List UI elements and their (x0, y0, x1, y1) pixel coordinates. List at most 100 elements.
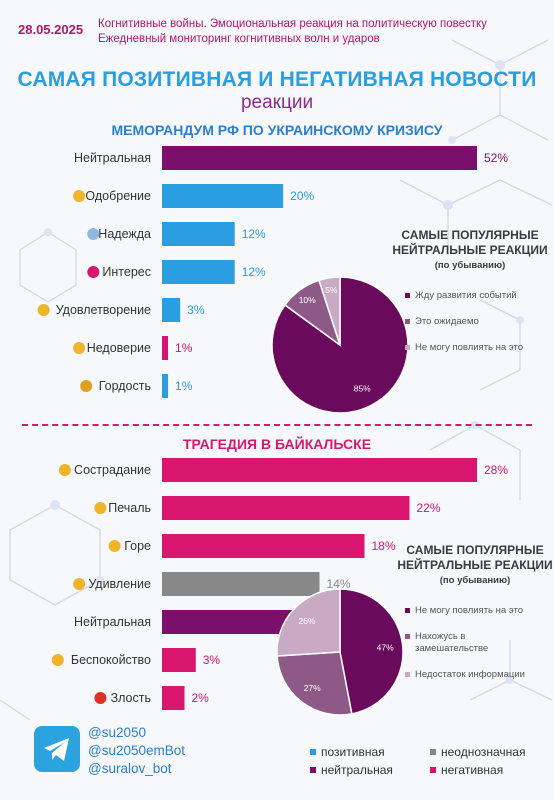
category-label: Недоверие (87, 341, 151, 355)
subtitle-line-2: Ежедневный мониторинг когнитивных волн и… (98, 33, 380, 45)
pie-legend-item: Это ожидаемо (405, 316, 533, 328)
category-label: Нейтральная (74, 615, 151, 629)
pie-legend-item: Жду развития событий (405, 290, 533, 302)
unamused-icon (73, 342, 86, 354)
section-title-baikalsk: ТРАГЕДИЯ В БАЙКАЛЬСКЕ (182, 436, 372, 452)
contact-link[interactable]: @su2050emBot (88, 743, 186, 758)
trophy-icon (80, 380, 93, 392)
heart-hands-icon (73, 190, 86, 202)
astonished-face-icon (73, 578, 86, 590)
legend-swatch (405, 293, 410, 298)
page-title-sub: реакции (240, 92, 314, 113)
legend-swatch (430, 749, 436, 755)
category-label: Одобрение (85, 189, 151, 203)
legend-swatch (405, 319, 410, 324)
bar-5 (162, 336, 169, 360)
pie-subtitle: (по убыванию) (434, 260, 506, 271)
pie-legend-label: Жду развития событий (415, 290, 517, 301)
pie-slice-2 (276, 588, 341, 657)
pie-value-label: 85% (354, 384, 371, 394)
pie-title-text: САМЫЕ ПОПУЛЯРНЫЕ НЕЙТРАЛЬНЫЕ РЕАКЦИИ (392, 228, 548, 257)
category-label: Интерес (102, 265, 151, 279)
value-label: 12% (242, 265, 266, 279)
pie-legend-item: Не могу повлиять на это (405, 342, 533, 354)
contact-link[interactable]: @suralov_bot (88, 761, 172, 776)
pie-legend-baikalsk: Не могу повлиять на это Нахожусь в замеша… (405, 605, 533, 695)
pie-subtitle: (по убыванию) (439, 575, 511, 586)
bar-2 (162, 534, 365, 558)
value-label: 20% (290, 189, 314, 203)
pie-legend-item: Не могу повлиять на это (405, 605, 533, 617)
legend-swatch (405, 634, 410, 639)
value-label: 3% (203, 653, 221, 667)
legend-swatch (430, 767, 436, 773)
legend-swatch (310, 749, 316, 755)
telegram-icon[interactable] (34, 726, 80, 772)
question-exclamation-icon (87, 266, 100, 278)
telegram-plane-icon (44, 738, 69, 761)
pie-legend-memorandum: Жду развития событий Это ожидаемо Не могу … (405, 290, 533, 368)
pie-title-baikalsk: САМЫЕ ПОПУЛЯРНЫЕ НЕЙТРАЛЬНЫЕ РЕАКЦИИ (по… (390, 543, 554, 588)
legend-negative: негативная (430, 763, 550, 777)
crying-face-icon (108, 540, 121, 552)
smile-icon (37, 304, 50, 316)
category-label: Печаль (108, 501, 151, 515)
legend-swatch (310, 767, 316, 773)
grimace-face-icon (51, 654, 64, 666)
legend-label: нейтральная (321, 763, 393, 777)
category-label: Надежда (98, 227, 151, 241)
praying-hands-icon (87, 228, 100, 240)
subtitle-line-1: Когнитивные войны. Эмоциональная реакция… (98, 18, 487, 30)
pie-legend-label: Не могу повлиять на это (415, 342, 523, 353)
pie-title-memorandum: САМЫЕ ПОПУЛЯРНЫЕ НЕЙТРАЛЬНЫЕ РЕАКЦИИ (по… (385, 228, 554, 273)
pie-value-label: 27% (304, 683, 321, 693)
pie-legend-item: Нахожусь в замешательстве (405, 631, 533, 655)
pie-slice-1 (276, 651, 353, 716)
pie-legend-label: Недостаток информации (415, 669, 525, 680)
section-title-memorandum: МЕМОРАНДУМ РФ ПО УКРАИНСКОМУ КРИЗИСУ (111, 122, 443, 138)
category-label: Удивление (88, 577, 151, 591)
value-label: 12% (242, 227, 266, 241)
color-legend: позитивная неоднозначная нейтральная нег… (310, 745, 550, 781)
value-label: 14% (327, 577, 351, 591)
legend-positive: позитивная (310, 745, 430, 759)
pie-legend-label: Не могу повлиять на это (415, 605, 523, 616)
value-label: 28% (484, 463, 508, 477)
legend-swatch (405, 608, 410, 613)
pie-value-label: 47% (377, 643, 394, 653)
bar-6 (162, 374, 169, 398)
category-label: Беспокойство (71, 653, 151, 667)
pie-value-label: 26% (298, 616, 315, 626)
report-subtitle: Когнитивные войны. Эмоциональная реакция… (98, 17, 487, 47)
bar-chart-memorandum: Нейтральная 52% Одобрение 20% Надежда 12% Инте… (0, 140, 554, 405)
bar-0 (162, 458, 477, 482)
bars-svg-memorandum: Нейтральная 52% Одобрение 20% Надежда 12% Инте… (37, 146, 508, 398)
pie-value-label: 5% (325, 285, 338, 295)
pie-value-label: 10% (299, 295, 316, 305)
legend-neutral: нейтральная (310, 763, 430, 777)
legend-swatch (405, 672, 410, 677)
pie-chart-memorandum: 85% 10% 5% (271, 276, 409, 414)
value-label: 18% (372, 539, 396, 553)
pie-chart-baikalsk: 47% 27% 26% (276, 588, 404, 716)
section-divider (22, 424, 532, 426)
bar-1 (162, 496, 410, 520)
value-label: 1% (175, 379, 193, 393)
contact-link[interactable]: @su2050 (88, 725, 146, 740)
angry-face-icon (94, 692, 107, 704)
category-label: Гордость (99, 379, 151, 393)
pie-legend-label: Это ожидаемо (415, 316, 479, 327)
bar-3 (162, 572, 320, 596)
value-label: 1% (175, 341, 193, 355)
pie-slice-2 (318, 276, 341, 346)
legend-label: негативная (441, 763, 504, 777)
page-title: САМАЯ ПОЗИТИВНАЯ И НЕГАТИВНАЯ НОВОСТИ (17, 68, 537, 91)
sweat-face-icon (58, 464, 71, 476)
report-date: 28.05.2025 (18, 22, 84, 37)
contact-handles: @su2050 @su2050emBot @suralov_bot (88, 724, 185, 778)
legend-ambiguous: неоднозначная (430, 745, 550, 759)
pensive-face-icon (94, 502, 107, 514)
pie-legend-label: Нахожусь в замешательстве (415, 631, 489, 654)
value-label: 2% (192, 691, 210, 705)
